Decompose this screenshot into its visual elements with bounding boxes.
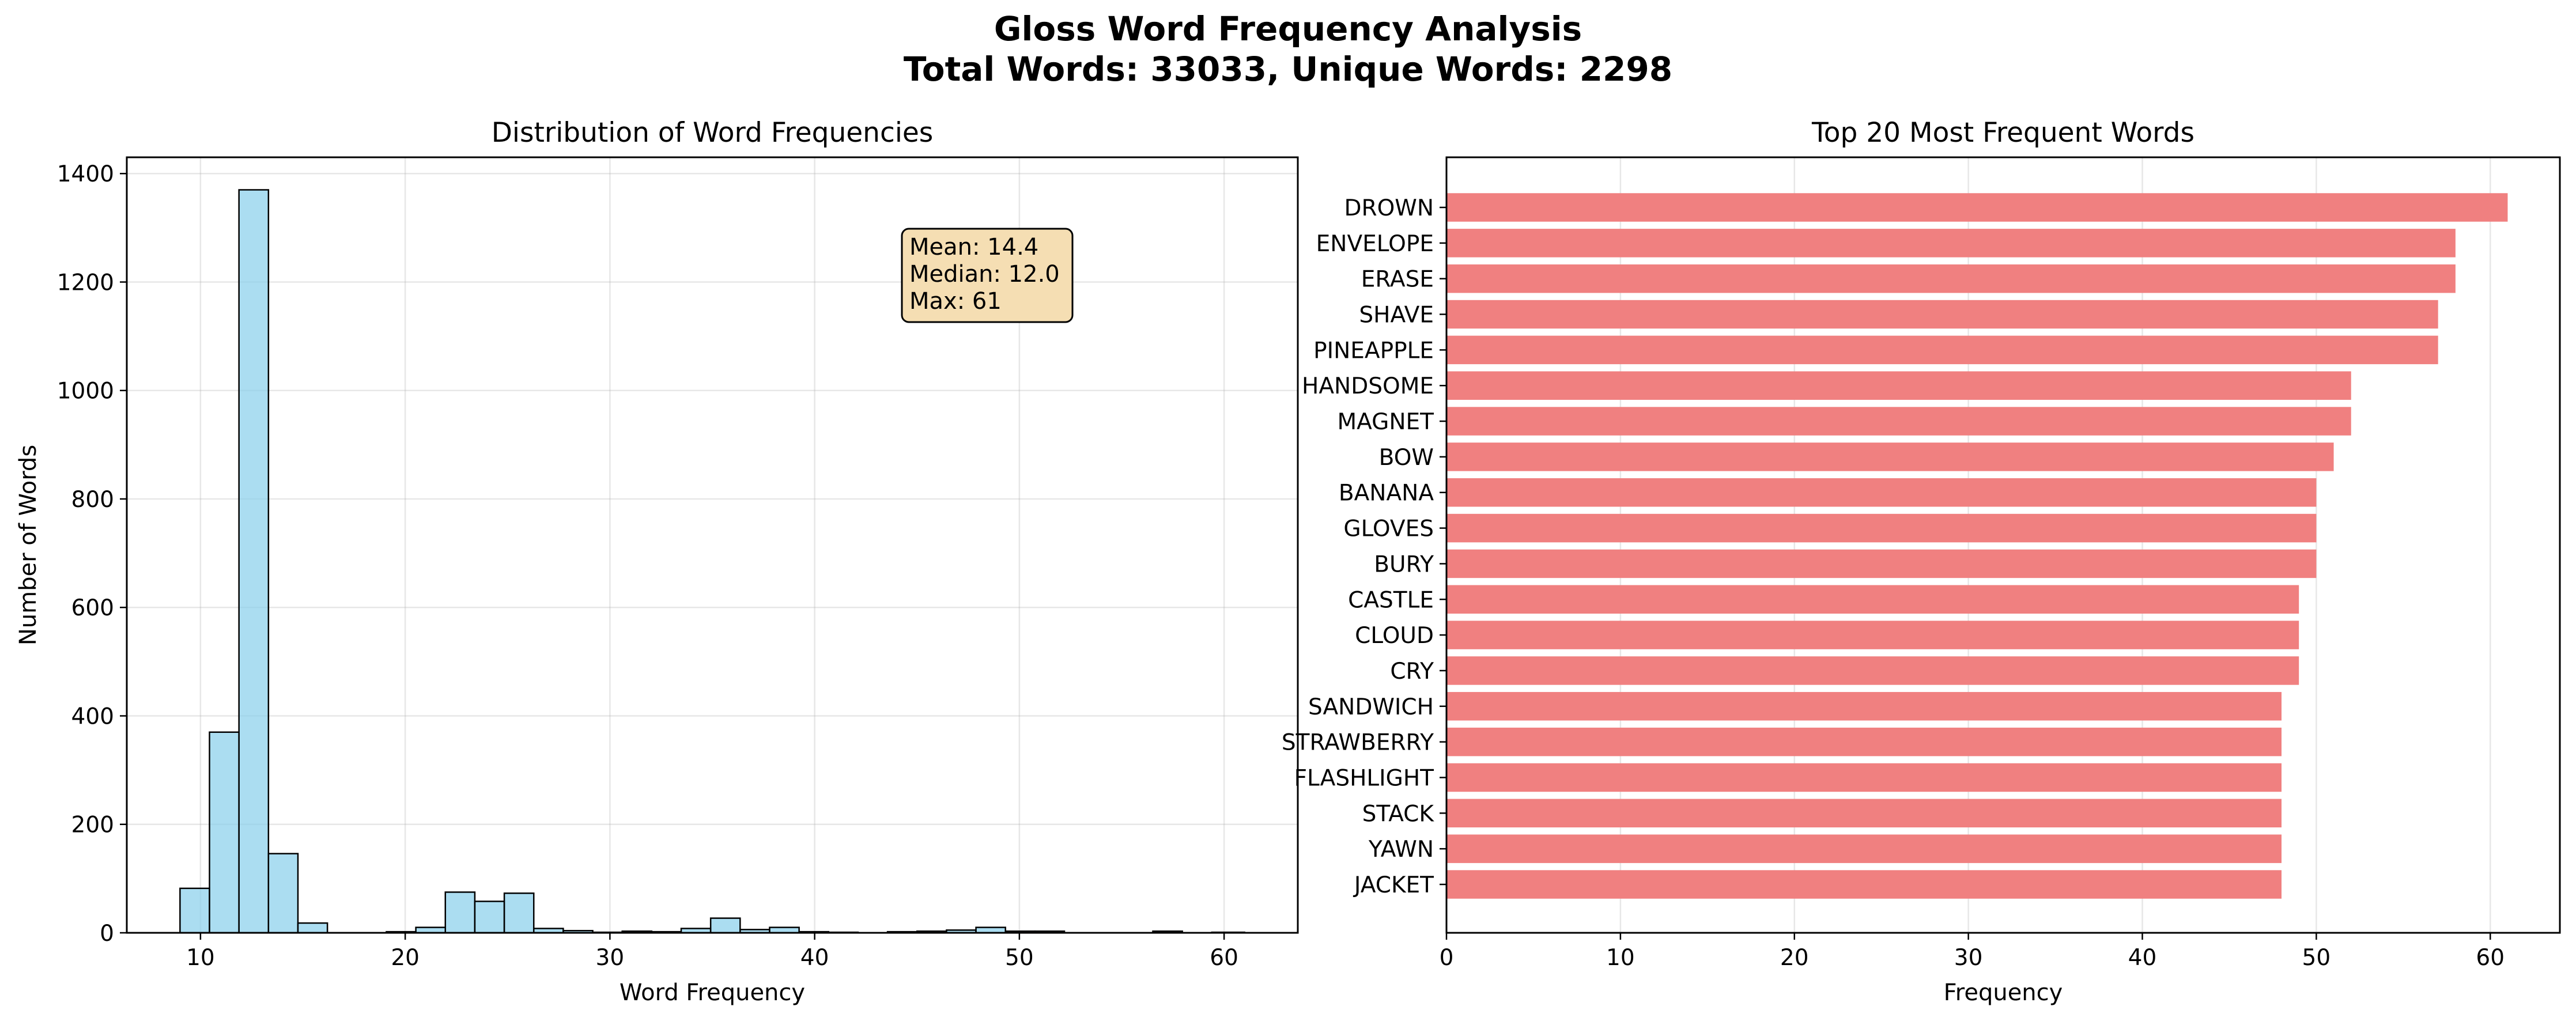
word-label: ENVELOPE — [1316, 231, 1434, 257]
word-bar — [1446, 335, 2438, 365]
word-label: SANDWICH — [1308, 694, 1434, 720]
word-bar — [1446, 229, 2456, 258]
word-bar — [1446, 692, 2282, 721]
stats-mean: Mean: 14.4 — [909, 234, 1038, 260]
top-words-axes-frame — [1445, 156, 2561, 934]
word-label: BOW — [1379, 445, 1434, 471]
word-bar — [1446, 442, 2334, 471]
word-bar — [1446, 585, 2299, 614]
word-bar — [1446, 727, 2282, 757]
top-words-y-ticks: DROWN ENVELOPE ERASE SHAVE PINEAPPLE HANDSOME… — [1282, 195, 1446, 898]
x-tick-label: 50 — [1005, 945, 1034, 971]
y-tick-label: 0 — [100, 921, 114, 947]
histogram-bar — [503, 892, 535, 934]
histogram-bar — [297, 922, 328, 934]
top-words-title: Top 20 Most Frequent Words — [1811, 117, 2194, 149]
word-label: CRY — [1390, 659, 1434, 684]
x-tick-label: 40 — [2128, 945, 2157, 971]
histogram-title: Distribution of Word Frequencies — [492, 117, 934, 149]
y-tick-label: 200 — [71, 812, 114, 838]
word-label: PINEAPPLE — [1313, 338, 1434, 364]
histogram-x-label: Word Frequency — [620, 979, 805, 1006]
top-words-x-label: Frequency — [1944, 979, 2063, 1006]
word-bar — [1446, 513, 2317, 543]
word-label: BANANA — [1339, 481, 1434, 506]
x-tick-label: 20 — [391, 945, 420, 971]
word-label: HANDSOME — [1302, 373, 1434, 399]
word-label: JACKET — [1353, 872, 1434, 898]
word-label: BURY — [1374, 551, 1434, 577]
x-tick-label: 50 — [2302, 945, 2331, 971]
word-label: ERASE — [1361, 267, 1434, 293]
x-tick-label: 10 — [186, 945, 215, 971]
histogram-y-ticks: 0 200 400 600 800 1000 1200 1400 — [57, 161, 127, 947]
histogram-y-label: Number of Words — [15, 445, 41, 645]
figure-title-line1: Gloss Word Frequency Analysis — [994, 9, 1582, 48]
word-label: CLOUD — [1355, 623, 1434, 649]
word-bar — [1446, 834, 2282, 863]
histogram-bars — [179, 189, 1245, 934]
word-bar — [1446, 870, 2282, 899]
word-bar — [1446, 300, 2438, 329]
histogram-axes-frame — [126, 156, 1299, 934]
stats-box-background — [901, 228, 1074, 323]
histogram-grid — [127, 157, 1298, 934]
word-bar — [1446, 621, 2299, 649]
x-tick-label: 20 — [1780, 945, 1809, 971]
word-label: GLOVES — [1343, 516, 1434, 542]
x-tick-label: 60 — [1210, 945, 1238, 971]
word-bar — [1446, 193, 2508, 222]
x-tick-label: 0 — [1440, 945, 1454, 971]
y-tick-label: 1200 — [57, 270, 114, 296]
word-bar — [1446, 799, 2282, 828]
y-tick-label: 1400 — [57, 161, 114, 187]
histogram-bar — [209, 731, 240, 934]
word-label: STACK — [1362, 801, 1435, 827]
word-bar — [1446, 549, 2317, 578]
y-tick-label: 600 — [71, 595, 114, 621]
top-words-bars — [1446, 193, 2508, 899]
y-tick-label: 1000 — [57, 379, 114, 404]
histogram-x-ticks: 10 20 30 40 50 60 — [186, 933, 1238, 971]
stats-median: Median: 12.0 — [909, 261, 1060, 288]
word-label: SHAVE — [1359, 302, 1434, 328]
figure-title-line2: Total Words: 33033, Unique Words: 2298 — [904, 50, 1672, 89]
stats-box: Mean: 14.4 Median: 12.0 Max: 61 — [901, 228, 1074, 323]
word-label: CASTLE — [1348, 587, 1434, 613]
x-tick-label: 10 — [1606, 945, 1635, 971]
histogram-panel: Distribution of Word Frequencies 10 20 30 4… — [15, 117, 1299, 1006]
word-bar — [1446, 371, 2351, 400]
histogram-bar — [709, 917, 741, 934]
y-tick-label: 800 — [71, 487, 114, 513]
word-bar — [1446, 763, 2282, 792]
x-tick-label: 30 — [1954, 945, 1983, 971]
x-tick-label: 60 — [2476, 945, 2505, 971]
histogram-bar — [179, 887, 210, 934]
histogram-bar — [267, 853, 299, 934]
word-label: FLASHLIGHT — [1294, 765, 1434, 791]
word-bar — [1446, 264, 2456, 293]
word-bar — [1446, 656, 2299, 685]
y-tick-label: 400 — [71, 703, 114, 729]
word-label: DROWN — [1344, 195, 1434, 221]
top-words-x-ticks: 0 10 20 30 40 50 60 — [1440, 933, 2505, 971]
top-words-panel: Top 20 Most Frequent Words 0 10 20 30 40 50 60… — [1282, 117, 2561, 1006]
stats-max: Max: 61 — [909, 288, 1002, 315]
word-bar — [1446, 407, 2351, 436]
word-label: MAGNET — [1337, 409, 1434, 435]
histogram-bar — [238, 189, 270, 934]
histogram-bar — [474, 901, 505, 934]
x-tick-label: 30 — [596, 945, 625, 971]
histogram-bar — [444, 891, 476, 934]
word-label: STRAWBERRY — [1282, 730, 1434, 756]
word-bar — [1446, 478, 2317, 507]
word-label: YAWN — [1368, 837, 1434, 863]
x-tick-label: 40 — [800, 945, 829, 971]
